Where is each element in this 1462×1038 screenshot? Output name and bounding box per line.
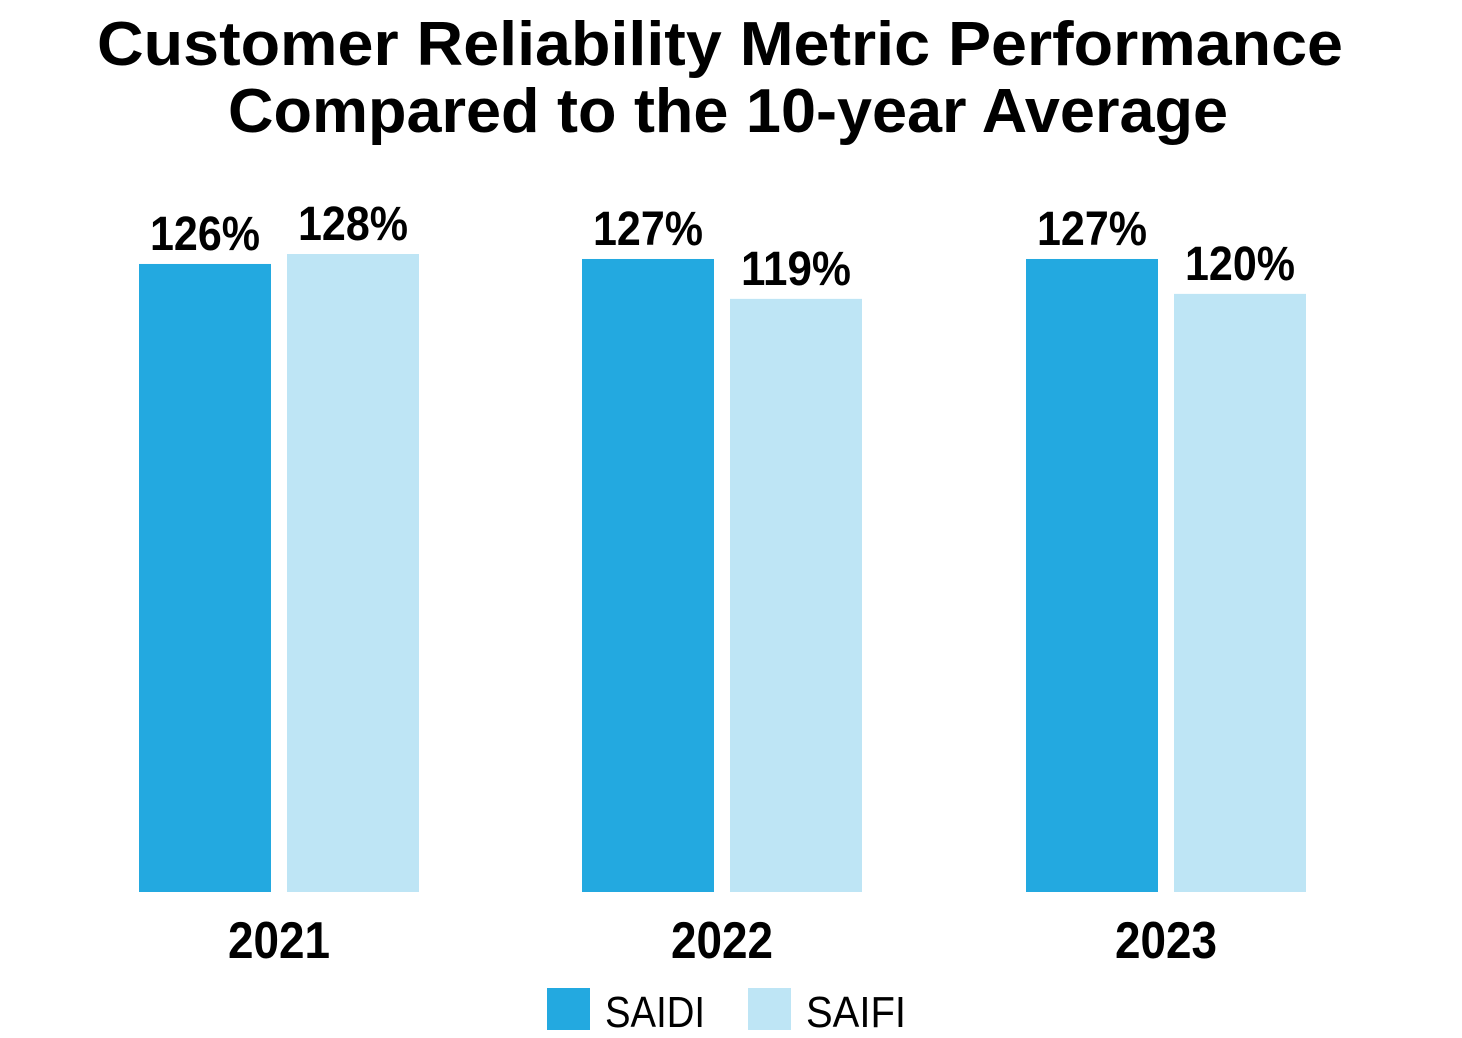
bar-saifi-2023 [1174, 293, 1306, 892]
legend-label-saidi: SAIDI [605, 988, 705, 1037]
bar-saidi-2023 [1026, 258, 1158, 892]
data-label-saidi-2021: 126% [150, 208, 260, 261]
category-label-2022: 2022 [671, 912, 773, 970]
data-label-saidi-2023: 127% [1037, 203, 1147, 256]
legend-swatch-saifi [748, 988, 791, 1030]
bars-group: 126% 128% 2021 127% 119% 2022 127% 120% 2023 [139, 198, 1306, 970]
data-label-saidi-2022: 127% [593, 203, 703, 256]
bar-saifi-2021 [287, 254, 419, 892]
chart-title-line-1: Customer Reliability Metric Performance [97, 10, 1343, 79]
category-label-2021: 2021 [228, 912, 330, 970]
bar-saidi-2021 [139, 263, 271, 892]
bar-saifi-2022 [730, 298, 862, 892]
data-label-saifi-2022: 119% [741, 243, 851, 296]
legend: SAIDI SAIFI [547, 988, 906, 1037]
data-label-saifi-2023: 120% [1185, 238, 1295, 291]
legend-swatch-saidi [547, 988, 590, 1030]
data-label-saifi-2021: 128% [298, 198, 408, 251]
category-label-2023: 2023 [1115, 912, 1217, 970]
legend-label-saifi: SAIFI [806, 988, 906, 1037]
bar-saidi-2022 [582, 258, 714, 892]
chart-title-line-2: Compared to the 10-year Average [228, 77, 1228, 146]
